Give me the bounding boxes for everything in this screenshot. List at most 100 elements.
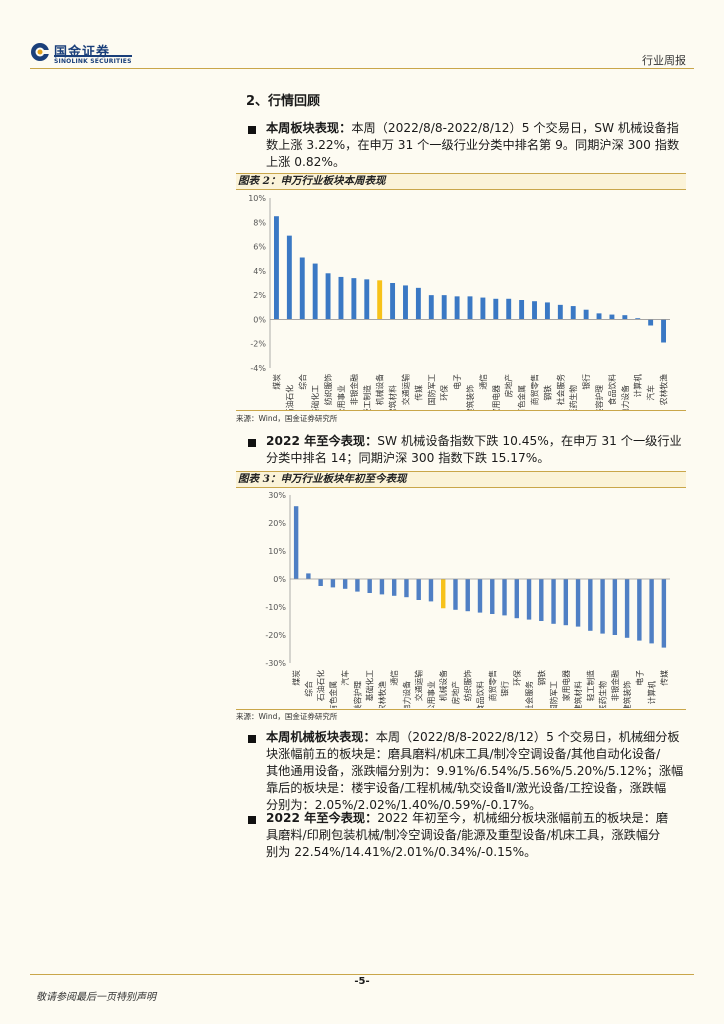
category-label: 计算机 bbox=[633, 374, 643, 398]
y-tick-label: -2% bbox=[250, 340, 266, 349]
category-label: 社会服务 bbox=[524, 681, 534, 708]
category-label: 汽车 bbox=[646, 385, 656, 401]
bar bbox=[635, 318, 641, 320]
bar bbox=[330, 579, 336, 588]
category-label: 通信 bbox=[389, 670, 399, 686]
footer-disclaimer: 敬请参阅最后一页特别声明 bbox=[36, 992, 156, 1003]
category-label: 电子 bbox=[452, 374, 462, 390]
category-label: 建筑装饰 bbox=[465, 385, 475, 410]
category-label: 电子 bbox=[634, 670, 644, 686]
y-tick-label: -10% bbox=[265, 603, 286, 612]
category-label: 综合 bbox=[297, 374, 307, 390]
report-type: 行业周报 bbox=[642, 54, 686, 67]
category-label: 商贸零售 bbox=[530, 374, 540, 405]
y-tick-label: 20% bbox=[268, 519, 286, 528]
bar bbox=[465, 579, 470, 612]
category-label: 医药生物 bbox=[568, 385, 578, 410]
category-label: 环保 bbox=[439, 385, 449, 401]
bar bbox=[596, 313, 602, 320]
y-tick-label: 10% bbox=[248, 194, 266, 203]
weekly-sector-paragraph: 本周板块表现：本周（2022/8/8-2022/8/12）5 个交易日，SW 机… bbox=[266, 120, 694, 171]
category-label: 建筑材料 bbox=[388, 385, 398, 410]
bar bbox=[379, 579, 385, 595]
category-label: 环保 bbox=[512, 670, 522, 686]
para-text: 分别为：2.05%/2.02%/1.40%/0.59%/-0.17%。 bbox=[266, 798, 542, 812]
bar bbox=[557, 304, 563, 320]
bar bbox=[526, 579, 532, 620]
bar bbox=[299, 257, 305, 320]
machinery-weekly-paragraph: 本周机械板块表现：本周（2022/8/8-2022/8/12）5 个交易日，机械… bbox=[266, 729, 694, 814]
logo-english: SINOLINK SECURITIES bbox=[54, 58, 132, 65]
category-label: 有色金属 bbox=[517, 385, 527, 410]
figure-2-divider bbox=[236, 410, 686, 411]
figure-3-title: 图表 3：申万行业板块年初至今表现 bbox=[238, 473, 407, 485]
category-label: 石油石化 bbox=[316, 670, 326, 701]
category-label: 美容护理 bbox=[594, 385, 604, 410]
category-label: 计算机 bbox=[647, 681, 657, 705]
category-label: 煤炭 bbox=[271, 374, 281, 390]
para-text: 其他通用设备，涨跌幅分别为：9.91%/6.54%/5.56%/5.20%/5.… bbox=[266, 764, 684, 778]
category-label: 银行 bbox=[500, 681, 510, 697]
figure-3-divider bbox=[236, 709, 686, 710]
category-label: 商贸零售 bbox=[487, 670, 497, 701]
category-label: 银行 bbox=[581, 374, 591, 390]
bar bbox=[428, 579, 434, 602]
bar bbox=[637, 579, 642, 641]
y-tick-label: 30% bbox=[268, 491, 286, 500]
para-lead: 2022 年至今表现： bbox=[266, 434, 378, 448]
category-label: 综合 bbox=[303, 681, 313, 697]
bar bbox=[415, 287, 421, 320]
category-label: 汽车 bbox=[340, 670, 350, 686]
category-label: 建筑材料 bbox=[573, 681, 583, 708]
category-label: 钢铁 bbox=[542, 385, 552, 401]
y-tick-label: -20% bbox=[265, 631, 286, 640]
figure-2-title-bar: 图表 2：申万行业板块本周表现 bbox=[236, 173, 686, 190]
category-label: 国防军工 bbox=[549, 681, 559, 708]
bar bbox=[648, 319, 654, 326]
para-text: 本周（2022/8/8-2022/8/12）5 个交易日，SW 机械设备指 bbox=[351, 121, 679, 135]
category-label: 农林牧渔 bbox=[377, 681, 387, 708]
category-label: 食品饮料 bbox=[475, 681, 485, 708]
bar bbox=[551, 579, 556, 624]
y-tick-label: -30% bbox=[265, 659, 286, 668]
machinery-ytd-paragraph: 2022 年至今表现：2022 年初至今，机械细分板块涨幅前五的板块是：磨 具磨… bbox=[266, 810, 694, 861]
bar bbox=[404, 579, 409, 598]
bar bbox=[622, 315, 628, 320]
category-label: 基础化工 bbox=[310, 385, 320, 410]
bar bbox=[274, 216, 279, 320]
bar bbox=[583, 309, 589, 320]
page-number: -5- bbox=[354, 976, 370, 987]
category-label: 纺织服饰 bbox=[323, 374, 333, 405]
bar bbox=[342, 579, 348, 589]
bar bbox=[403, 285, 408, 320]
bar bbox=[312, 263, 318, 320]
footer-divider bbox=[30, 974, 694, 975]
y-tick-label: 6% bbox=[253, 243, 266, 252]
section-title: 2、行情回顾 bbox=[246, 94, 321, 109]
para-text: 分类中排名 14；同期沪深 300 指数下跌 15.17%。 bbox=[266, 451, 550, 465]
y-tick-label: 10% bbox=[268, 547, 286, 556]
para-text: SW 机械设备指数下跌 10.45%，在申万 31 个一级行业 bbox=[377, 434, 682, 448]
bar bbox=[624, 579, 630, 638]
weekly-performance-chart: -4% -2% 0% 2% 4% 6% 8% 10% 煤炭石油石化综合基础化工 纺织服饰 公用事业非… bbox=[248, 194, 670, 410]
bar bbox=[441, 579, 446, 609]
bar bbox=[318, 579, 323, 586]
figure-2-source: 来源：Wind，国金证券研究所 bbox=[236, 414, 338, 423]
category-label: 轻工制造 bbox=[362, 385, 372, 410]
bar bbox=[467, 296, 473, 320]
bar bbox=[532, 301, 537, 320]
bar bbox=[575, 579, 581, 627]
category-label: 房地产 bbox=[450, 681, 460, 705]
bar bbox=[539, 579, 544, 621]
y-tick-label: -4% bbox=[250, 364, 266, 373]
para-text: 2022 年初至今，机械细分板块涨幅前五的板块是：磨 bbox=[377, 811, 669, 825]
bar bbox=[570, 306, 576, 320]
bar bbox=[490, 579, 495, 614]
category-label: 纺织服饰 bbox=[463, 670, 473, 701]
para-text: 数上涨 3.22%，在申万 31 个一级行业分类中排名第 9。同期沪深 300 … bbox=[266, 138, 680, 152]
category-label: 交通运输 bbox=[400, 374, 410, 405]
bar bbox=[502, 579, 507, 616]
para-text: 具磨料/印刷包装机械/制冷空调设备/能源及重型设备/机床工具，涨跌幅分 bbox=[266, 828, 661, 842]
bar bbox=[286, 235, 292, 320]
